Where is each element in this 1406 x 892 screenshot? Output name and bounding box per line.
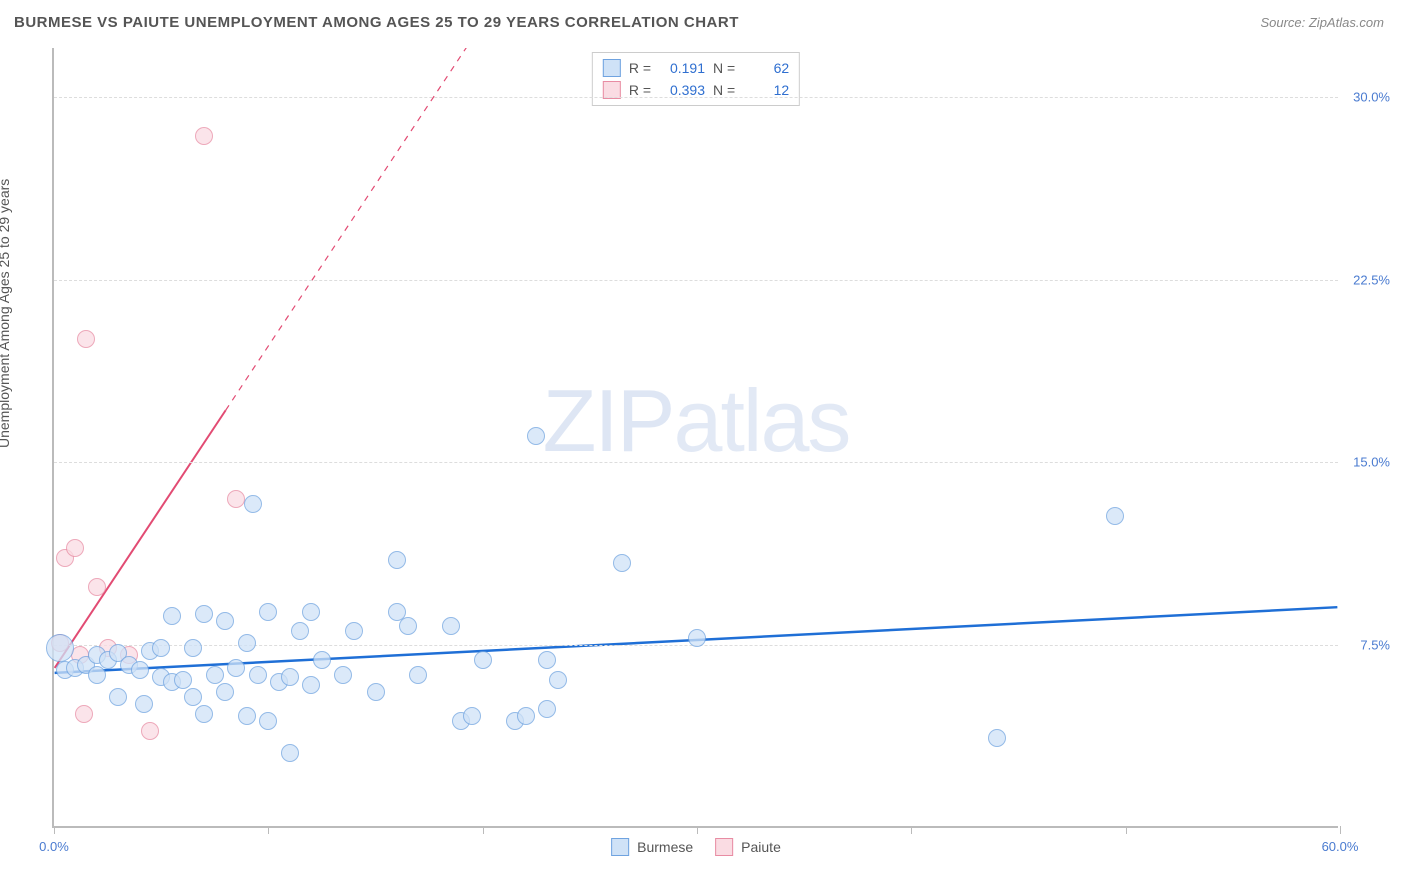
gridline <box>54 462 1338 463</box>
legend: Burmese Paiute <box>611 838 781 856</box>
source-prefix: Source: <box>1260 15 1308 30</box>
burmese-point <box>195 605 213 623</box>
paiute-point <box>88 578 106 596</box>
burmese-point <box>216 683 234 701</box>
x-tick <box>911 826 912 834</box>
y-tick-label: 7.5% <box>1360 638 1390 653</box>
burmese-point <box>249 666 267 684</box>
x-tick <box>1126 826 1127 834</box>
burmese-swatch-icon <box>603 59 621 77</box>
x-tick <box>1340 826 1341 834</box>
paiute-point <box>75 705 93 723</box>
burmese-n-value: 62 <box>743 57 789 79</box>
burmese-point <box>174 671 192 689</box>
x-tick-label: 0.0% <box>39 839 69 854</box>
burmese-point <box>152 639 170 657</box>
source-attribution: Source: ZipAtlas.com <box>1260 15 1384 30</box>
burmese-point <box>131 661 149 679</box>
y-tick-label: 15.0% <box>1353 455 1390 470</box>
chart-title: BURMESE VS PAIUTE UNEMPLOYMENT AMONG AGE… <box>14 14 739 31</box>
burmese-point <box>244 495 262 513</box>
y-tick-label: 30.0% <box>1353 89 1390 104</box>
burmese-point <box>442 617 460 635</box>
stats-row-burmese: R = 0.191 N = 62 <box>603 57 789 79</box>
burmese-point <box>259 603 277 621</box>
burmese-point <box>474 651 492 669</box>
burmese-r-value: 0.191 <box>659 57 705 79</box>
burmese-point <box>259 712 277 730</box>
burmese-point <box>302 603 320 621</box>
burmese-point <box>238 634 256 652</box>
paiute-point <box>77 330 95 348</box>
gridline <box>54 280 1338 281</box>
burmese-point <box>184 688 202 706</box>
burmese-point <box>135 695 153 713</box>
burmese-point <box>538 651 556 669</box>
burmese-point <box>238 707 256 725</box>
burmese-point <box>206 666 224 684</box>
burmese-point <box>313 651 331 669</box>
burmese-point <box>367 683 385 701</box>
burmese-point <box>334 666 352 684</box>
n-label: N = <box>713 57 735 79</box>
burmese-point <box>409 666 427 684</box>
x-tick-label: 60.0% <box>1322 839 1359 854</box>
burmese-point <box>281 668 299 686</box>
burmese-point <box>216 612 234 630</box>
paiute-point <box>195 127 213 145</box>
burmese-point <box>195 705 213 723</box>
legend-label-paiute: Paiute <box>741 839 781 855</box>
watermark-text: ZIPatlas <box>543 370 850 472</box>
burmese-point <box>463 707 481 725</box>
chart-container: Unemployment Among Ages 25 to 29 years Z… <box>14 48 1392 868</box>
burmese-point <box>688 629 706 647</box>
burmese-point <box>988 729 1006 747</box>
paiute-point <box>141 722 159 740</box>
burmese-point <box>549 671 567 689</box>
burmese-point <box>527 427 545 445</box>
x-tick <box>268 826 269 834</box>
burmese-point <box>227 659 245 677</box>
burmese-point <box>538 700 556 718</box>
x-tick <box>697 826 698 834</box>
legend-label-burmese: Burmese <box>637 839 693 855</box>
r-label: R = <box>629 57 651 79</box>
burmese-point <box>109 688 127 706</box>
source-name: ZipAtlas.com <box>1309 15 1384 30</box>
paiute-swatch-icon <box>715 838 733 856</box>
burmese-point <box>345 622 363 640</box>
burmese-point <box>163 607 181 625</box>
legend-item-paiute: Paiute <box>715 838 781 856</box>
burmese-point <box>399 617 417 635</box>
gridline <box>54 97 1338 98</box>
y-axis-label: Unemployment Among Ages 25 to 29 years <box>0 179 12 448</box>
burmese-point <box>613 554 631 572</box>
burmese-point <box>388 551 406 569</box>
burmese-point <box>46 634 74 662</box>
burmese-swatch-icon <box>611 838 629 856</box>
burmese-point <box>184 639 202 657</box>
burmese-point <box>281 744 299 762</box>
burmese-point <box>517 707 535 725</box>
x-tick <box>483 826 484 834</box>
x-tick <box>54 826 55 834</box>
paiute-point <box>66 539 84 557</box>
chart-header: BURMESE VS PAIUTE UNEMPLOYMENT AMONG AGE… <box>0 0 1406 41</box>
burmese-point <box>291 622 309 640</box>
plot-area: ZIPatlas R = 0.191 N = 62 R = 0.393 N = … <box>52 48 1338 828</box>
legend-item-burmese: Burmese <box>611 838 693 856</box>
paiute-point <box>227 490 245 508</box>
correlation-stats-box: R = 0.191 N = 62 R = 0.393 N = 12 <box>592 52 800 106</box>
burmese-point <box>302 676 320 694</box>
y-tick-label: 22.5% <box>1353 272 1390 287</box>
burmese-point <box>1106 507 1124 525</box>
